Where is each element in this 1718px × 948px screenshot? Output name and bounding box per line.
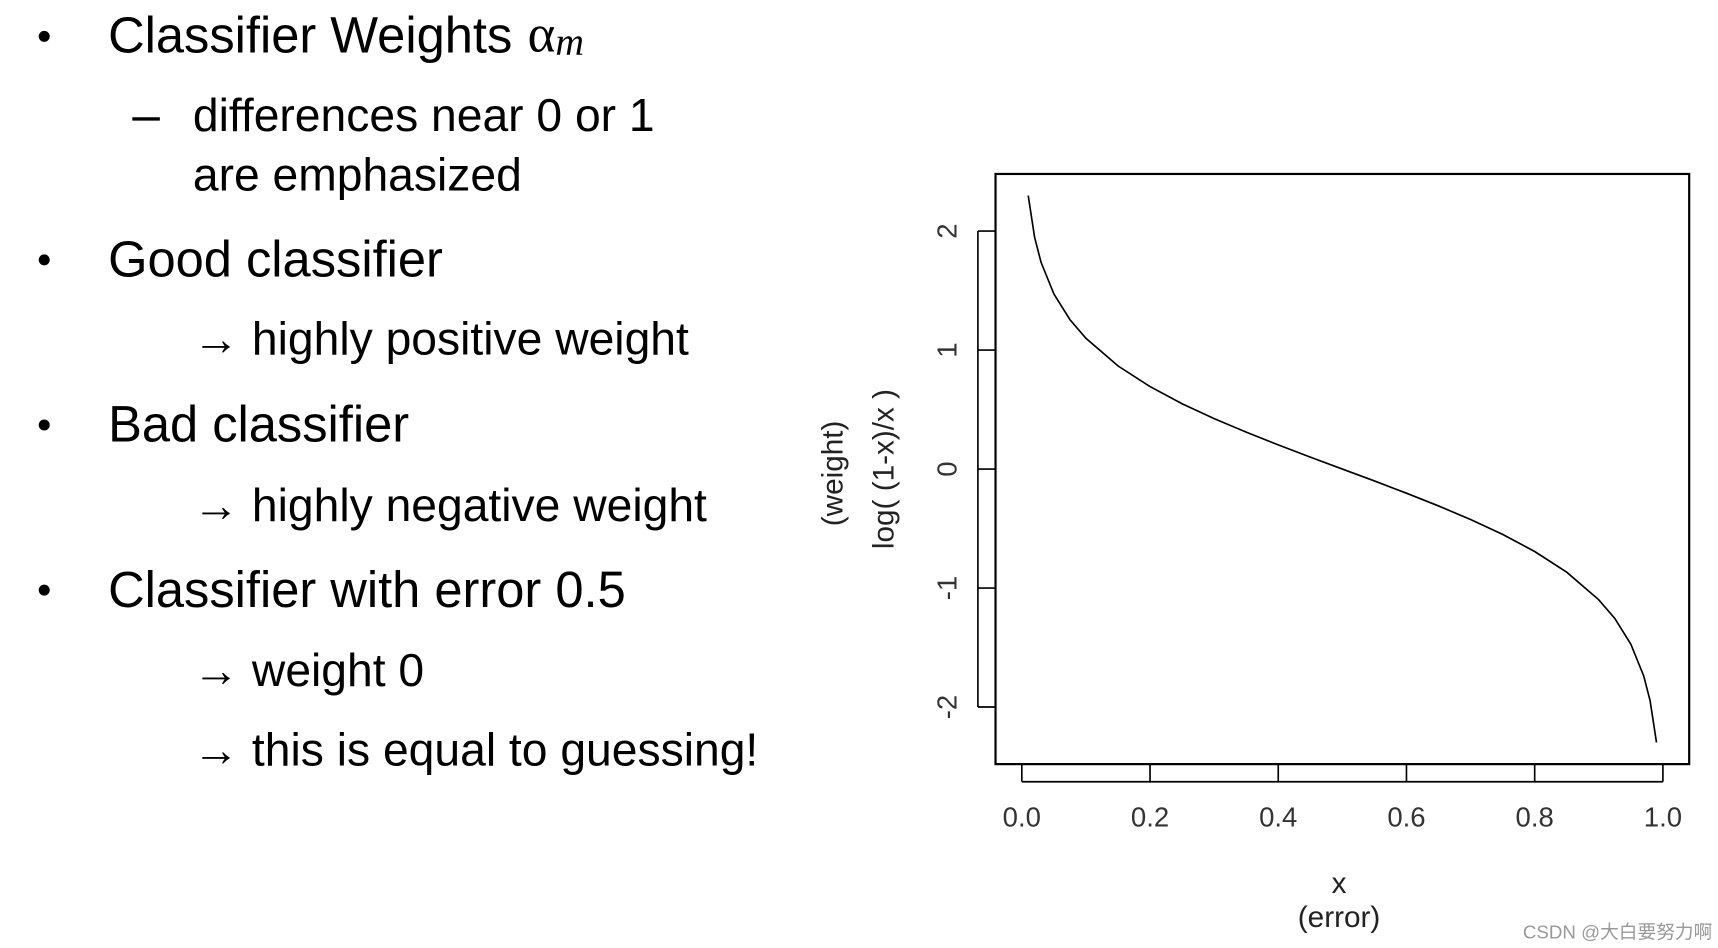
bullet xyxy=(38,254,50,266)
sub-text: → highly negative weight xyxy=(193,479,707,531)
watermark: CSDN @大白要努力啊 xyxy=(1523,922,1712,943)
sub-text: → highly positive weight xyxy=(193,313,689,365)
sub-text: → this is equal to guessing! xyxy=(193,723,758,775)
bullet-text: Classifier with error 0.5 xyxy=(108,561,626,618)
bullet-text: Good classifier xyxy=(108,231,443,288)
y-tick-label: 2 xyxy=(932,223,963,238)
sub-text: are emphasized xyxy=(193,149,522,201)
x-tick-label: 0.0 xyxy=(1003,801,1041,832)
y-axis-note: (weight) xyxy=(817,421,850,527)
x-axis-note: (error) xyxy=(1298,901,1381,934)
x-tick-label: 0.6 xyxy=(1387,801,1425,832)
sub-text: → weight 0 xyxy=(193,644,424,696)
x-axis-label: x xyxy=(1332,867,1347,900)
x-tick-label: 0.4 xyxy=(1259,801,1297,832)
bullet-text: Classifier Weights αm xyxy=(108,6,584,65)
x-tick-label: 0.8 xyxy=(1516,801,1554,832)
sub-text: differences near 0 or 1 xyxy=(193,89,655,141)
bullet xyxy=(38,584,50,596)
y-tick-label: -1 xyxy=(932,576,963,600)
y-axis-label: log( (1-x)/x ) xyxy=(867,389,900,549)
bullet xyxy=(38,419,50,431)
x-tick-label: 0.2 xyxy=(1131,801,1169,832)
y-tick-label: -2 xyxy=(932,695,963,719)
bullet-text: Bad classifier xyxy=(108,396,409,453)
bullet xyxy=(38,30,50,42)
x-tick-label: 1.0 xyxy=(1644,801,1682,832)
line-series xyxy=(1027,195,1658,743)
y-tick-label: 0 xyxy=(932,461,963,476)
y-tick-label: 1 xyxy=(932,342,963,357)
